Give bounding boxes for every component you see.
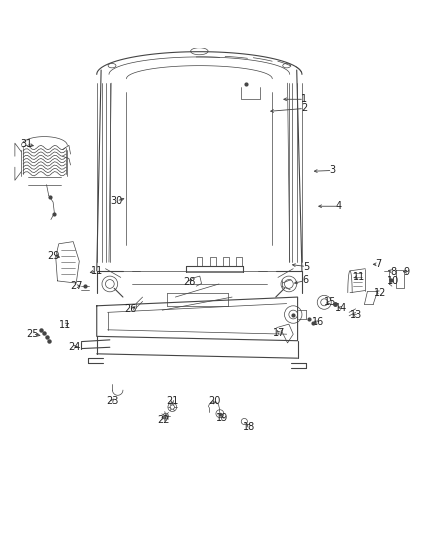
Text: 3: 3 — [329, 165, 336, 175]
Text: 16: 16 — [311, 317, 324, 327]
Text: 19: 19 — [216, 414, 229, 423]
Text: 7: 7 — [375, 260, 381, 269]
Text: 29: 29 — [47, 251, 59, 261]
Text: 12: 12 — [374, 288, 386, 298]
Text: 28: 28 — [183, 277, 195, 287]
Text: 13: 13 — [350, 310, 362, 320]
Text: 22: 22 — [157, 415, 170, 425]
Text: 11: 11 — [59, 320, 71, 329]
Text: 18: 18 — [244, 422, 256, 432]
Text: 30: 30 — [110, 196, 123, 206]
Text: 17: 17 — [273, 328, 286, 338]
Text: 23: 23 — [106, 396, 118, 406]
Text: 2: 2 — [301, 103, 307, 114]
Text: 15: 15 — [324, 297, 336, 308]
Text: 11: 11 — [353, 271, 365, 281]
Text: 9: 9 — [404, 266, 410, 277]
Text: 1: 1 — [301, 94, 307, 104]
Text: 11: 11 — [91, 266, 103, 276]
Text: 21: 21 — [166, 396, 178, 406]
Text: 14: 14 — [335, 303, 347, 313]
Text: 27: 27 — [70, 281, 82, 291]
Text: 25: 25 — [26, 329, 39, 339]
Text: 8: 8 — [391, 266, 397, 277]
Text: 4: 4 — [336, 201, 342, 211]
Text: 26: 26 — [125, 304, 137, 314]
Text: 6: 6 — [302, 276, 308, 286]
Text: 20: 20 — [208, 396, 221, 406]
Text: 5: 5 — [303, 262, 310, 271]
Text: 10: 10 — [387, 276, 399, 286]
Text: 24: 24 — [68, 342, 80, 352]
Text: 31: 31 — [20, 139, 32, 149]
